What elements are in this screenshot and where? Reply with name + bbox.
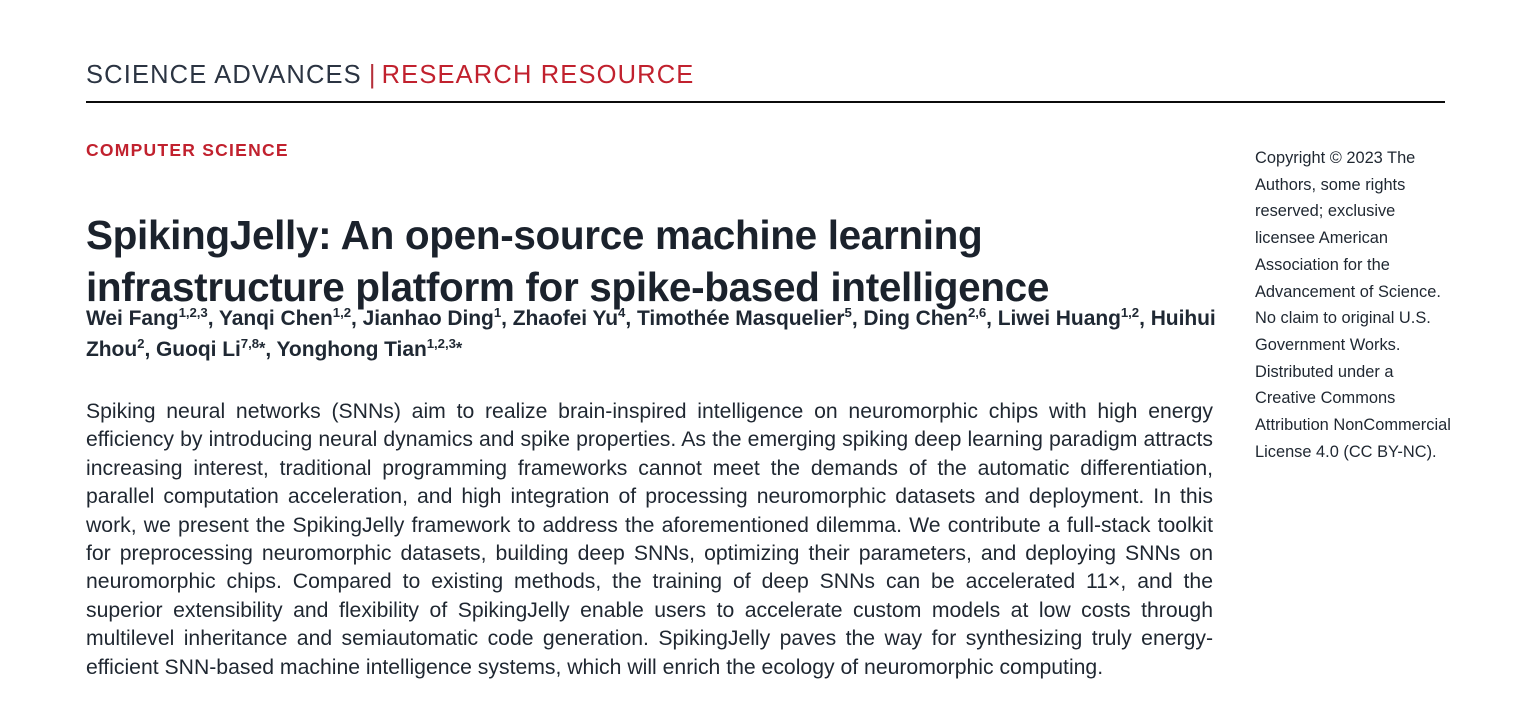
author-affiliation-marks: 2: [137, 336, 145, 351]
abstract-text: Spiking neural networks (SNNs) aim to re…: [86, 400, 1213, 679]
author-affiliation-marks: 4: [618, 305, 626, 320]
author-name: Guoqi Li: [156, 338, 241, 361]
corresponding-author-marker: *: [455, 339, 463, 358]
author-name: Huihui Zhou: [86, 307, 1216, 361]
author-entry: Yonghong Tian1,2,3*: [276, 336, 463, 361]
subject-category-label: COMPUTER SCIENCE: [86, 140, 289, 160]
journal-name: SCIENCE ADVANCES: [86, 61, 362, 89]
author-affiliation-marks: 1,2: [1120, 305, 1140, 320]
author-affiliation-marks: 1,2: [332, 305, 352, 320]
author-affiliation-marks: 1,2,3: [426, 336, 456, 351]
author-name: Yanqi Chen: [218, 307, 333, 330]
author-entry: Timothée Masquelier5: [636, 305, 852, 330]
author-name: Jianhao Ding: [362, 307, 494, 330]
author-name: Liwei Huang: [997, 307, 1121, 330]
author-name: Wei Fang: [86, 307, 179, 330]
author-name: Zhaofei Yu: [512, 307, 619, 330]
article-type: RESEARCH RESOURCE: [381, 61, 695, 89]
author-entry: Liwei Huang1,2: [997, 305, 1140, 330]
copyright-notice: Copyright © 2023 The Authors, some right…: [1255, 149, 1451, 461]
author-entry: Zhaofei Yu4: [512, 305, 626, 330]
author-name: Yonghong Tian: [276, 338, 427, 361]
author-affiliation-marks: 5: [844, 305, 852, 320]
author-affiliation-marks: 1,2,3: [178, 305, 208, 320]
author-entry: Huihui Zhou2: [86, 307, 1216, 361]
author-entry: Guoqi Li7,8*: [156, 336, 266, 361]
author-affiliation-marks: 1: [493, 305, 502, 320]
header-divider: [86, 101, 1445, 103]
article-title: SpikingJelly: An open-source machine lea…: [86, 212, 1050, 311]
author-affiliation-marks: 2,6: [967, 305, 987, 320]
author-name: Ding Chen: [863, 307, 968, 330]
author-affiliation-marks: 7,8: [240, 336, 259, 351]
corresponding-author-marker: *: [259, 339, 266, 358]
author-list: Wei Fang1,2,3, Yanqi Chen1,2, Jianhao Di…: [86, 305, 1216, 361]
running-head-separator: |: [368, 61, 377, 89]
author-entry: Wei Fang1,2,3: [86, 305, 208, 330]
author-entry: Yanqi Chen1,2: [218, 305, 352, 330]
author-entry: Jianhao Ding1: [362, 305, 502, 330]
author-entry: Ding Chen2,6: [863, 305, 987, 330]
running-head: SCIENCE ADVANCES | RESEARCH RESOURCE: [86, 58, 1446, 92]
author-name: Timothée Masquelier: [636, 307, 845, 330]
